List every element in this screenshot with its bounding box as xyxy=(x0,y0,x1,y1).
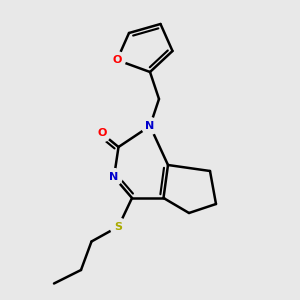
Text: N: N xyxy=(146,121,154,131)
Circle shape xyxy=(110,218,127,235)
Circle shape xyxy=(142,118,158,134)
Circle shape xyxy=(106,169,122,185)
Text: O: O xyxy=(97,128,107,139)
Text: O: O xyxy=(112,55,122,65)
Circle shape xyxy=(94,125,110,142)
Circle shape xyxy=(109,52,125,68)
Text: S: S xyxy=(115,221,122,232)
Text: N: N xyxy=(110,172,118,182)
